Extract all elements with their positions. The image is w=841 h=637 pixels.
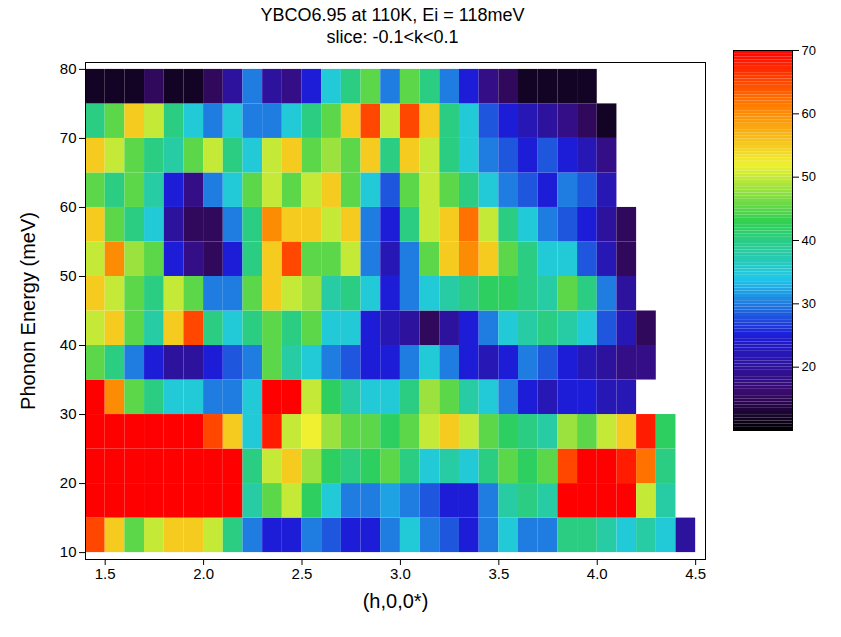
svg-text:2.5: 2.5 bbox=[292, 565, 313, 582]
svg-text:70: 70 bbox=[60, 129, 77, 146]
svg-text:50: 50 bbox=[802, 169, 816, 184]
svg-text:4.0: 4.0 bbox=[587, 565, 608, 582]
svg-text:4.5: 4.5 bbox=[685, 565, 706, 582]
svg-text:1.5: 1.5 bbox=[95, 565, 116, 582]
html-text:slice: -0.1<k<0.1: slice: -0.1<k<0.1 bbox=[326, 27, 459, 47]
svg-text:10: 10 bbox=[60, 543, 77, 560]
svg-text:30: 30 bbox=[802, 296, 816, 311]
svg-text:80: 80 bbox=[60, 60, 77, 77]
svg-text:3.5: 3.5 bbox=[488, 565, 509, 582]
svg-text:40: 40 bbox=[60, 336, 77, 353]
svg-text:20: 20 bbox=[60, 474, 77, 491]
svg-text:2.0: 2.0 bbox=[193, 565, 214, 582]
svg-text:70: 70 bbox=[802, 43, 816, 58]
svg-text:20: 20 bbox=[802, 359, 816, 374]
svg-text:50: 50 bbox=[60, 267, 77, 284]
svg-text:60: 60 bbox=[802, 106, 816, 121]
svg-text:(h,0,0*): (h,0,0*) bbox=[363, 590, 429, 612]
svg-text:40: 40 bbox=[802, 233, 816, 248]
svg-text:Phonon Energy (meV): Phonon Energy (meV) bbox=[17, 212, 39, 410]
svg-text:60: 60 bbox=[60, 198, 77, 215]
html-text:YBCO6.95 at 110K, Ei = 118meV: YBCO6.95 at 110K, Ei = 118meV bbox=[260, 5, 525, 25]
svg-text:3.0: 3.0 bbox=[390, 565, 411, 582]
svg-text:30: 30 bbox=[60, 405, 77, 422]
